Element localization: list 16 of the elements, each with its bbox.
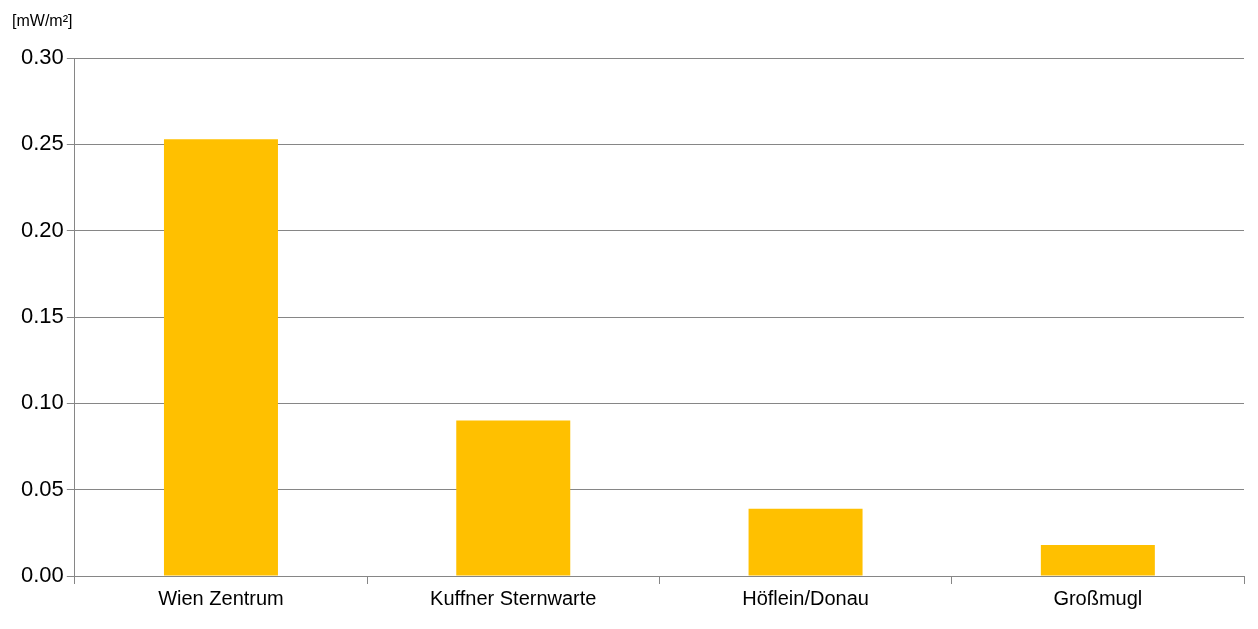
x-tick-label: Höflein/Donau <box>742 586 869 609</box>
y-tick-label: 0.25 <box>20 130 64 156</box>
y-tick-label: 0.10 <box>20 389 64 415</box>
x-tick-label: Großmugl <box>1053 586 1143 609</box>
y-tick-label: 0.20 <box>20 216 64 242</box>
y-tick-label: 0.15 <box>20 303 64 329</box>
bar <box>456 420 571 576</box>
bar <box>748 508 863 576</box>
bar <box>163 139 278 576</box>
y-tick-label: 0.30 <box>20 44 64 70</box>
y-tick-label: 0.05 <box>20 475 64 501</box>
x-tick-label: Kuffner Sternwarte <box>430 586 597 609</box>
x-tick-label: Wien Zentrum <box>158 586 284 609</box>
bar <box>1040 544 1155 576</box>
y-tick-label: 0.00 <box>20 562 64 588</box>
y-axis-title: [mW/m²] <box>12 12 73 30</box>
